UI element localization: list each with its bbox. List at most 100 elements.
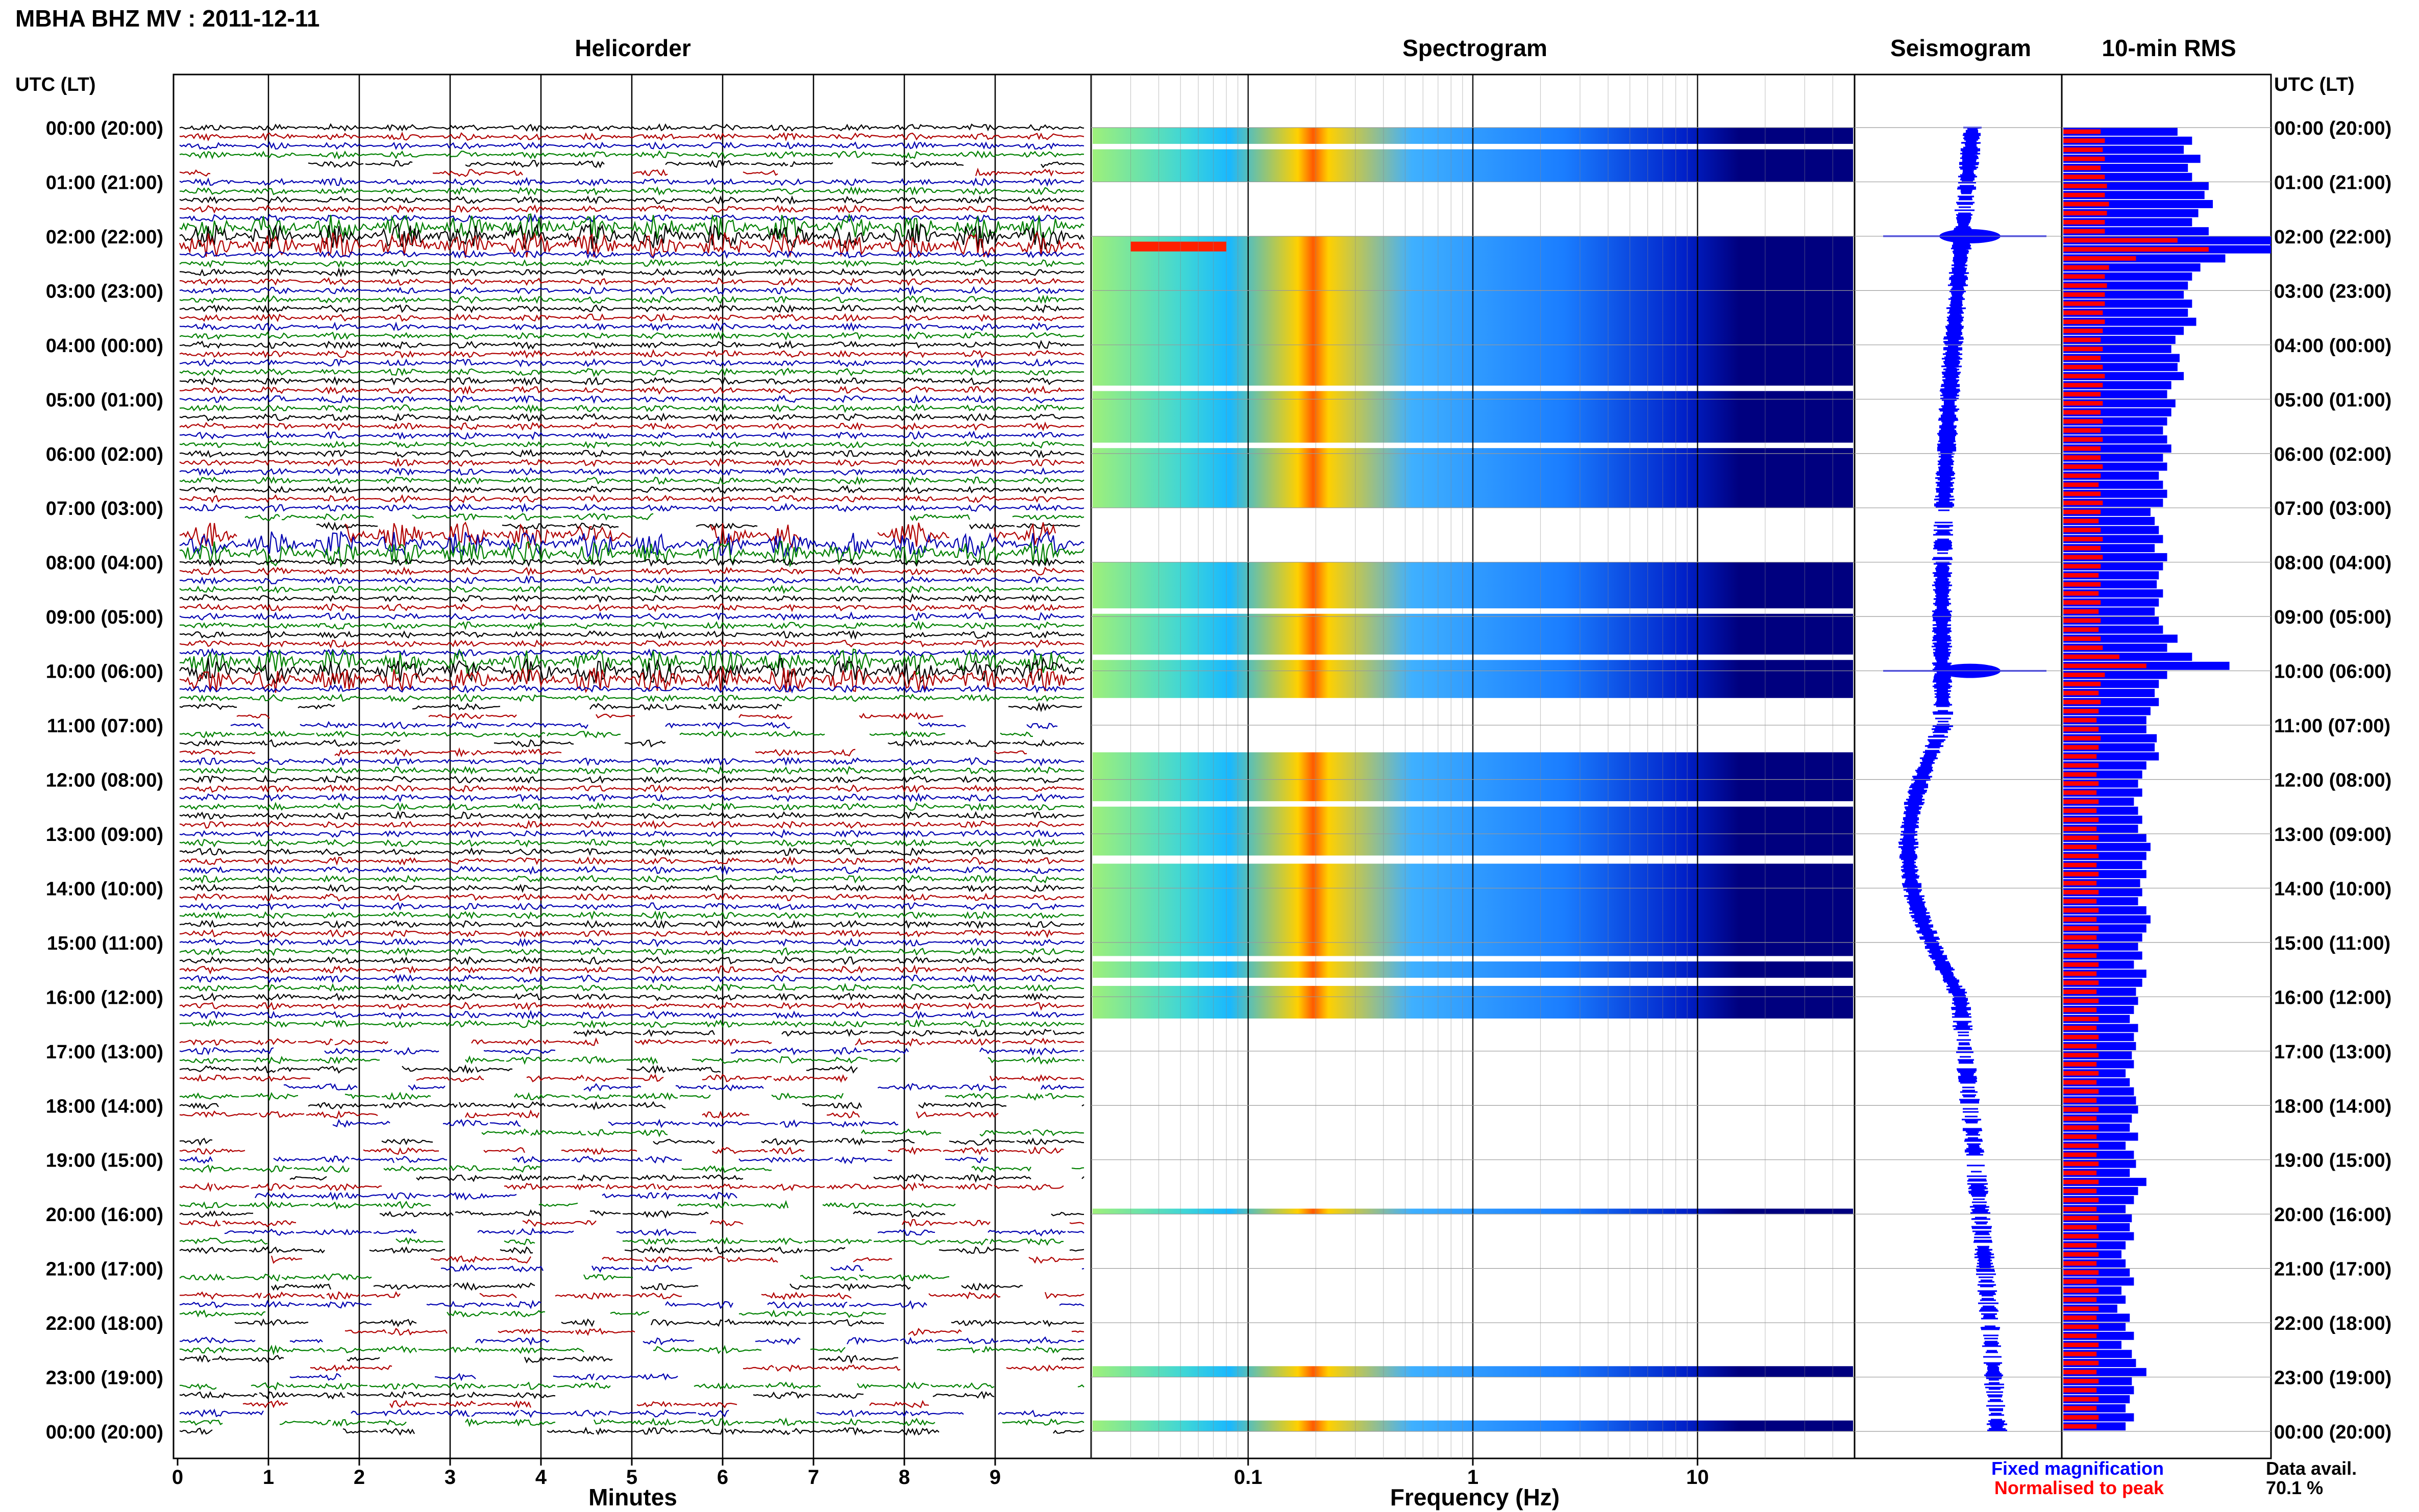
seismogram-panel [1854,73,2063,1459]
helicorder-trace [179,584,1084,594]
rms-bar-normalised [2063,1370,2097,1375]
rms-bar-normalised [2063,1034,2099,1039]
utc-tick-right: 01:00 (21:00) [2274,172,2391,193]
utc-tick-right: 03:00 (23:00) [2274,281,2391,302]
rms-bar-normalised [2063,446,2101,451]
utc-tick-left: 01:00 (21:00) [46,172,163,193]
utc-tick-left: 08:00 (04:00) [46,553,163,574]
utc-tick-right: 17:00 (13:00) [2274,1042,2391,1063]
rms-bar-normalised [2063,998,2099,1003]
helicorder-trace [179,557,1084,567]
helicorder-trace [179,639,1084,649]
rms-bar-normalised [2063,1324,2099,1329]
utc-tick-left: 04:00 (00:00) [46,335,163,357]
rms-bar-normalised [2063,826,2097,831]
utc-tick-right: 16:00 (12:00) [2274,987,2391,1008]
rms-bar-normalised [2063,1053,2099,1058]
helicorder-trace [255,1191,737,1201]
helicorder-trace [179,440,1084,449]
rms-bar-normalised [2063,1406,2097,1411]
rms-bar-normalised [2063,573,2099,578]
frequency-tick-label: 0.1 [1234,1466,1263,1489]
rms-bar-normalised [2063,926,2099,931]
helicorder-trace [179,575,1084,585]
rms-bar-normalised [2063,636,2101,641]
rms-bar-normalised [2063,600,2101,605]
helicorder-trace [236,712,944,721]
rms-bar-normalised [2063,428,2101,433]
rms-bar-normalised [2063,1261,2097,1266]
rms-bar-normalised [2063,1007,2097,1012]
helicorder-title: Helicorder [575,35,691,61]
rms-bar-normalised [2063,219,2105,225]
rms-bar-normalised [2063,283,2107,288]
helicorder-trace [179,1354,1084,1364]
helicorder-trace [179,937,1084,948]
utc-tick-right: 19:00 (15:00) [2274,1150,2391,1172]
rms-bar-normalised [2063,889,2099,895]
rms-bar-normalised [2063,319,2105,325]
rms-bar-normalised [2063,971,2097,976]
utc-tick-right: 07:00 (03:00) [2274,498,2391,519]
helicorder-trace [179,457,1084,467]
rms-bar-normalised [2063,265,2109,270]
helicorder-trace [179,277,1084,286]
minute-tick-label: 1 [263,1466,274,1489]
rms-bar-normalised [2063,1171,2097,1175]
rms-bar-normalised [2063,410,2101,415]
helicorder-trace [179,765,1084,775]
utc-tick-right: 11:00 (07:00) [2274,715,2390,737]
helicorder-trace [179,1155,989,1164]
helicorder-trace [179,1299,1084,1310]
rms-bar-normalised [2063,582,2101,587]
helicorder-trace [179,902,1084,911]
helicorder-trace [179,1309,886,1318]
rms-bar-normalised [2063,175,2105,180]
rms-bar-normalised [2063,989,2097,995]
utc-tick-left: 09:00 (05:00) [46,607,163,628]
helicorder-trace [179,1064,858,1075]
helicorder-trace [179,1391,995,1400]
helicorder-trace [179,321,1084,332]
rms-bar-normalised [2063,1379,2099,1383]
helicorder-trace [179,1055,1084,1065]
rms-bar-normalised [2063,1161,2099,1167]
utc-tick-left: 07:00 (03:00) [46,498,163,519]
rms-bar-normalised [2063,799,2099,804]
rms-bar-normalised [2063,591,2099,596]
helicorder-trace [179,1200,956,1210]
helicorder-trace [179,611,1084,621]
helicorder-trace [179,167,1084,177]
rms-bar-normalised [2063,673,2105,678]
rms-bar-normalised [2063,491,2101,497]
helicorder-trace [179,123,1084,132]
helicorder-trace [179,1019,1084,1029]
rms-bar-normalised [2063,509,2101,514]
legend-fixed-magnification: Fixed magnification [1991,1458,2164,1479]
helicorder-trace [179,919,1084,929]
helicorder-trace [179,1109,999,1119]
rms-bar-normalised [2063,229,2105,234]
helicorder-trace [179,412,1084,422]
rms-bar-normalised [2063,845,2097,850]
rms-bar-normalised [2063,211,2107,216]
rms-bar-normalised [2063,546,2101,551]
rms-bar-normalised [2063,346,2103,352]
utc-tick-right: 10:00 (06:00) [2274,661,2391,683]
rms-bar-normalised [2063,772,2097,777]
rms-bar-normalised [2063,881,2097,886]
helicorder-trace [180,1381,1084,1391]
utc-tick-right: 02:00 (22:00) [2274,227,2391,248]
helicorder-trace [179,730,1033,738]
utc-tick-right: 14:00 (10:00) [2274,878,2391,900]
utc-tick-right: 00:00 (20:00) [2274,118,2391,139]
rms-bar-normalised [2063,917,2097,922]
rms-bar-normalised [2063,835,2099,840]
helicorder-trace [179,1219,1084,1227]
helicorder-trace [179,820,1084,830]
minute-tick-label: 8 [899,1466,910,1489]
utc-tick-left: 14:00 (10:00) [46,878,163,900]
rms-bar-normalised [2063,1225,2097,1230]
helicorder-trace [179,367,1084,377]
